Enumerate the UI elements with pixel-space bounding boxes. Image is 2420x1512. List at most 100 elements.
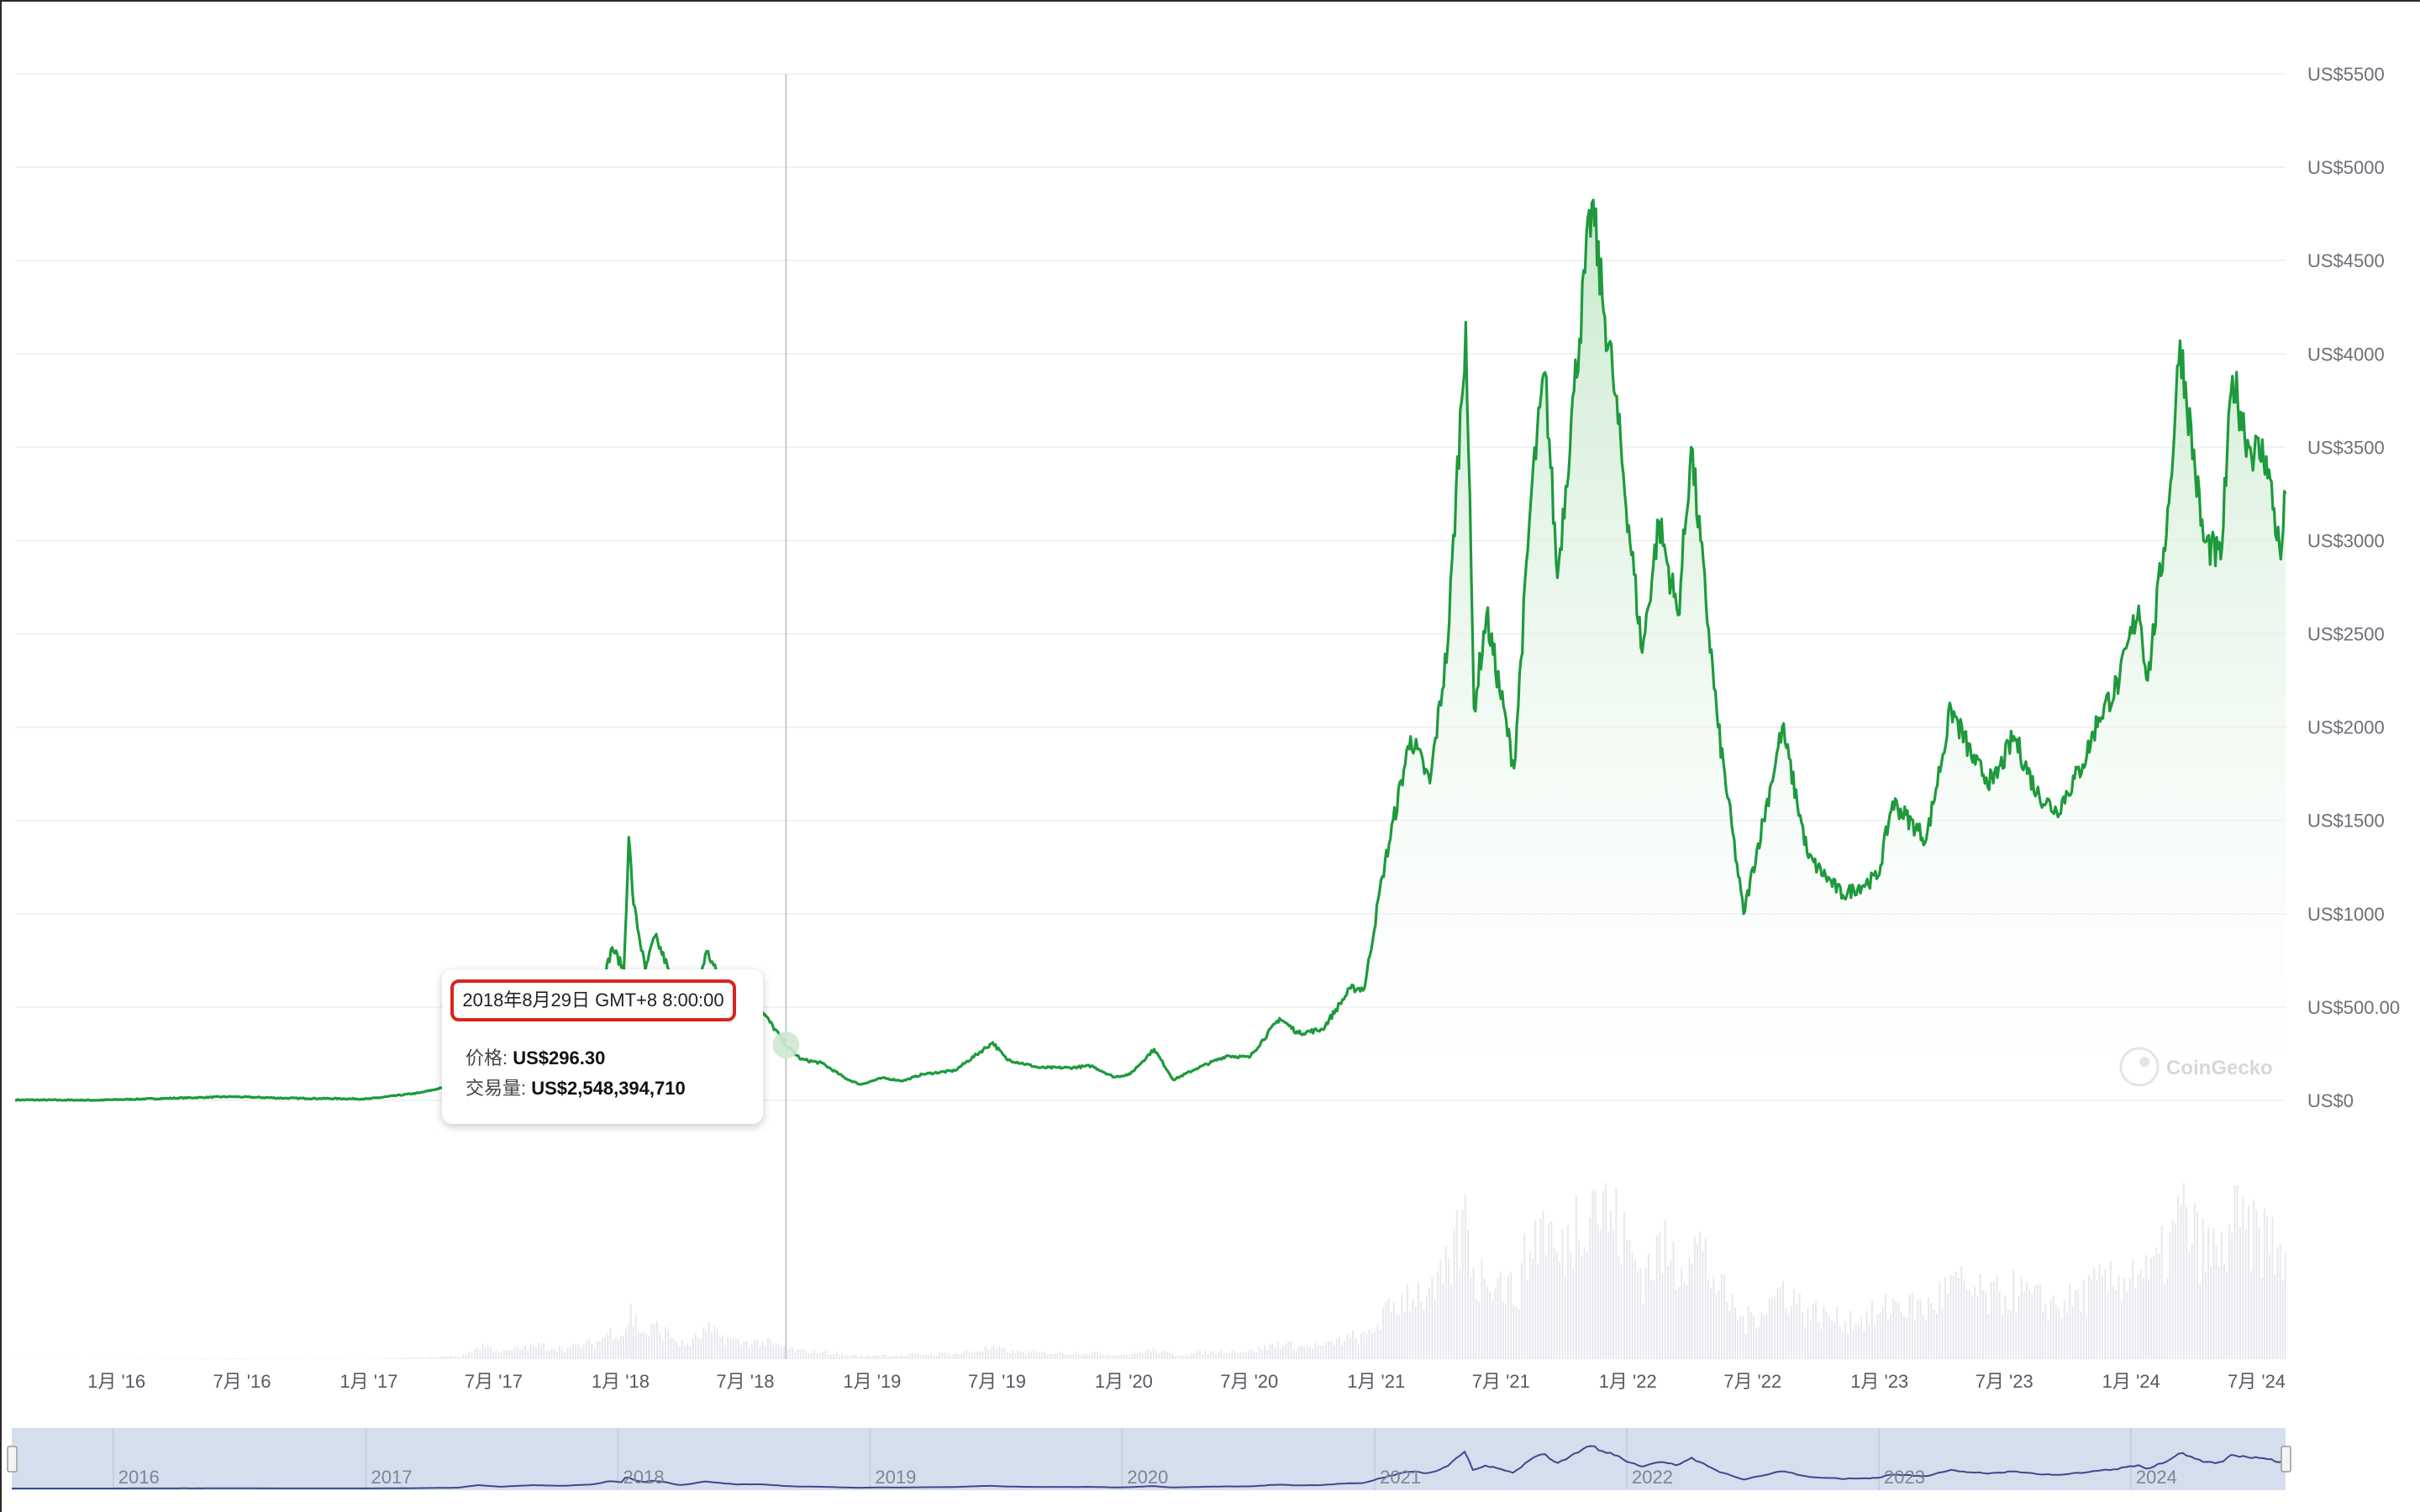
volume-bar bbox=[984, 1347, 986, 1359]
volume-bar bbox=[440, 1356, 443, 1359]
volume-bar bbox=[1718, 1290, 1720, 1359]
volume-bar bbox=[721, 1335, 723, 1359]
volume-bar bbox=[1610, 1210, 1612, 1359]
volume-bar bbox=[1683, 1283, 1686, 1359]
volume-bar bbox=[1935, 1313, 1938, 1359]
volume-bar bbox=[1675, 1289, 1677, 1359]
volume-bar bbox=[1136, 1353, 1139, 1359]
volume-bar bbox=[1212, 1351, 1214, 1359]
volume-bar bbox=[2047, 1320, 2049, 1359]
volume-bar bbox=[1311, 1348, 1313, 1359]
volume-bar bbox=[1666, 1266, 1669, 1359]
volume-bar bbox=[1681, 1267, 1683, 1359]
volume-bar bbox=[1941, 1309, 1944, 1359]
volume-bar bbox=[1615, 1188, 1618, 1359]
volume-bar bbox=[1770, 1297, 1773, 1359]
navigator-right-handle[interactable] bbox=[2281, 1446, 2291, 1473]
volume-bar bbox=[1374, 1331, 1376, 1359]
volume-bar bbox=[1107, 1354, 1109, 1359]
volume-bar bbox=[716, 1328, 718, 1359]
volume-bar bbox=[559, 1346, 561, 1359]
volume-bar bbox=[913, 1353, 916, 1359]
navigator-left-handle[interactable] bbox=[7, 1446, 18, 1473]
range-navigator[interactable]: 2016 2017 2018 2019 2020 2021 2022 2023 2024 bbox=[7, 1428, 2291, 1490]
volume-bar bbox=[1702, 1251, 1704, 1359]
volume-bar bbox=[1088, 1354, 1091, 1359]
navigator-tick-label: 2023 bbox=[1884, 1467, 1925, 1488]
volume-bar bbox=[314, 1358, 317, 1359]
volume-bar bbox=[561, 1350, 564, 1359]
volume-bar bbox=[1412, 1299, 1414, 1359]
volume-bar bbox=[1776, 1289, 1779, 1359]
volume-bar bbox=[1697, 1243, 1699, 1359]
volume-bar bbox=[1070, 1354, 1072, 1359]
volume-bar bbox=[732, 1338, 734, 1359]
volume-bar bbox=[451, 1357, 454, 1359]
volume-bar bbox=[219, 1357, 222, 1359]
volume-bar bbox=[2199, 1284, 2202, 1359]
volume-bar bbox=[1209, 1351, 1212, 1359]
volume-bar bbox=[2160, 1226, 2163, 1359]
volume-bar bbox=[319, 1358, 322, 1359]
volume-bar bbox=[508, 1349, 511, 1359]
volume-bar bbox=[1655, 1236, 1658, 1359]
volume-bar bbox=[1006, 1352, 1008, 1359]
volume-bar bbox=[217, 1358, 219, 1359]
navigator-axis: 2016 2017 2018 2019 2020 2021 2022 2023 2024 bbox=[118, 1467, 2177, 1488]
volume-bar bbox=[1475, 1299, 1477, 1359]
volume-bar bbox=[949, 1355, 951, 1359]
x-tick-label: 7月 '21 bbox=[1472, 1371, 1530, 1392]
volume-bar bbox=[174, 1358, 176, 1359]
volume-bar bbox=[1436, 1271, 1439, 1359]
volume-bar bbox=[1639, 1268, 1642, 1359]
y-tick-label: US$3500 bbox=[2307, 437, 2385, 458]
volume-bar bbox=[1993, 1281, 1996, 1359]
volume-bar bbox=[2153, 1256, 2155, 1359]
y-tick-label: US$1500 bbox=[2307, 811, 2385, 832]
volume-bar bbox=[1314, 1342, 1317, 1359]
volume-bar bbox=[1486, 1286, 1489, 1359]
volume-bar bbox=[1553, 1247, 1555, 1359]
volume-bar bbox=[629, 1303, 632, 1359]
volume-bar bbox=[1464, 1193, 1466, 1359]
volume-bar bbox=[2215, 1245, 2217, 1359]
volume-bar bbox=[1044, 1351, 1046, 1359]
navigator-tick-label: 2024 bbox=[2136, 1467, 2177, 1488]
volume-bar bbox=[990, 1347, 992, 1359]
volume-bar bbox=[998, 1346, 1001, 1359]
navigator-grid bbox=[113, 1428, 2132, 1490]
volume-bar bbox=[534, 1347, 537, 1359]
y-axis: US$0 US$500.00 US$1000 US$1500 US$2000 US$250… bbox=[2307, 64, 2400, 1111]
volume-bar bbox=[743, 1341, 745, 1359]
volume-bar bbox=[750, 1344, 753, 1359]
volume-bar bbox=[759, 1347, 761, 1359]
gecko-logo-icon bbox=[2119, 1047, 2160, 1087]
x-tick-label: 1月 '22 bbox=[1599, 1371, 1657, 1392]
volume-bar bbox=[1642, 1303, 1644, 1359]
volume-bar bbox=[1497, 1278, 1499, 1359]
volume-bar bbox=[794, 1351, 797, 1359]
volume-bar bbox=[1693, 1236, 1696, 1359]
volume-bar bbox=[892, 1355, 895, 1359]
volume-bar bbox=[230, 1357, 233, 1359]
price-line[interactable] bbox=[14, 198, 2287, 1102]
volume-bar bbox=[1507, 1275, 1510, 1359]
volume-bar bbox=[700, 1339, 702, 1359]
volume-bar bbox=[2042, 1310, 2044, 1359]
volume-bar bbox=[2279, 1243, 2281, 1359]
volume-bar bbox=[2223, 1263, 2225, 1359]
volume-bar bbox=[1392, 1302, 1395, 1359]
volume-bar bbox=[838, 1355, 840, 1359]
volume-bar bbox=[2098, 1264, 2101, 1359]
volume-bar bbox=[902, 1356, 905, 1359]
volume-bar bbox=[1099, 1353, 1102, 1359]
volume-bar bbox=[692, 1337, 694, 1359]
volume-bar bbox=[1467, 1229, 1470, 1359]
volume-bar bbox=[1228, 1352, 1231, 1359]
volume-bar bbox=[881, 1354, 884, 1359]
volume-bar bbox=[1324, 1341, 1327, 1359]
volume-bar bbox=[1158, 1352, 1160, 1359]
volume-bar bbox=[2191, 1244, 2193, 1359]
watermark-text: CoinGecko bbox=[2166, 1057, 2273, 1079]
